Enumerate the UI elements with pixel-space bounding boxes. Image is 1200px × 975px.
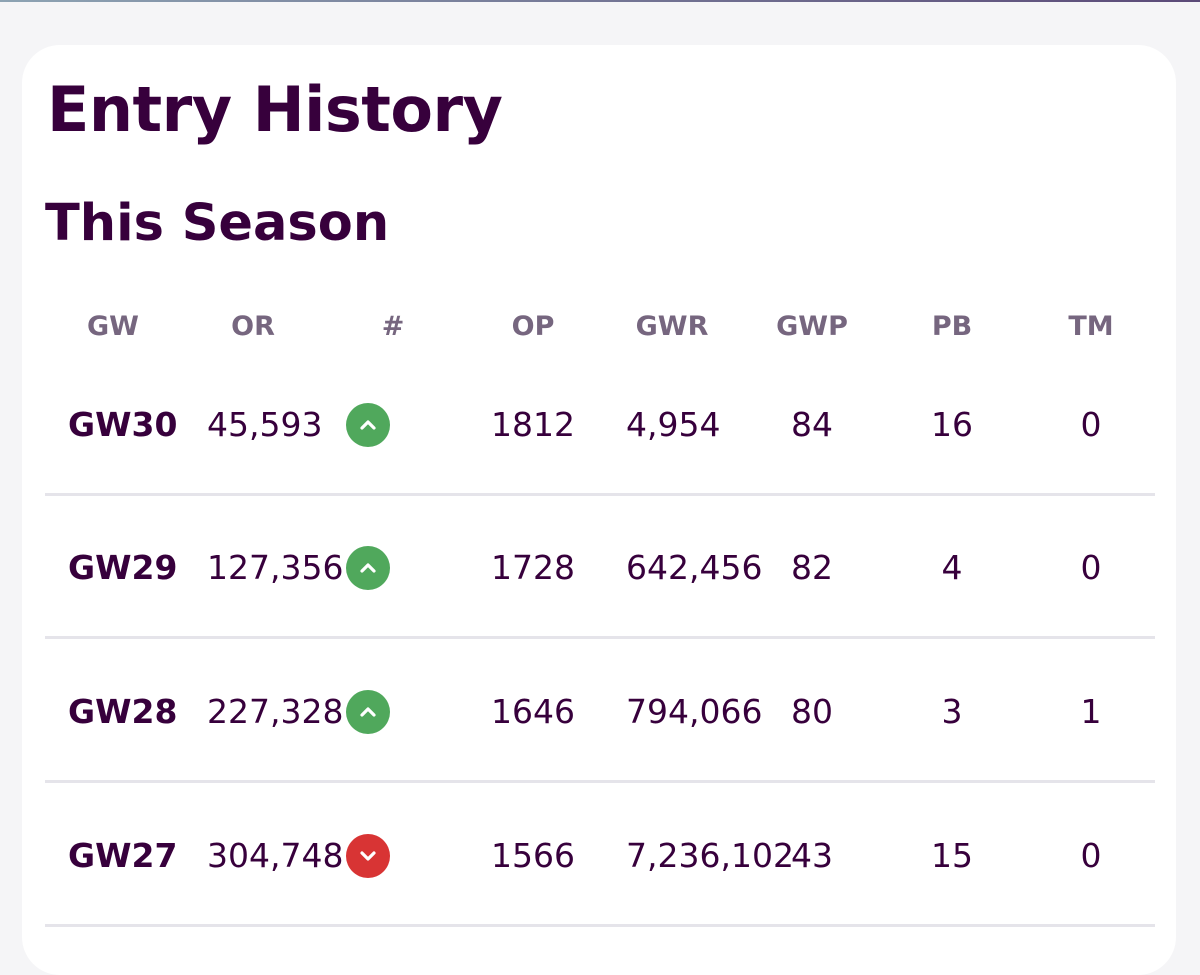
points-on-bench-cell: 16 xyxy=(931,405,973,444)
rank-up-icon xyxy=(346,403,390,447)
column-header-gwp: GWP xyxy=(776,311,848,342)
transfers-made-cell: 0 xyxy=(1080,405,1102,444)
section-title: This Season xyxy=(45,194,390,253)
transfers-made-cell: 0 xyxy=(1080,548,1102,587)
gameweek-cell: GW28 xyxy=(68,692,178,731)
column-header-tm: TM xyxy=(1068,311,1114,342)
overall-rank-cell: 127,356 xyxy=(207,548,344,587)
points-on-bench-cell: 15 xyxy=(931,836,973,875)
page-title: Entry History xyxy=(47,73,503,146)
gameweek-cell: GW27 xyxy=(68,836,178,875)
entry-history-card xyxy=(22,45,1176,975)
column-header-op: OP xyxy=(511,311,555,342)
overall-points-cell: 1646 xyxy=(491,692,575,731)
column-header-gw: GW xyxy=(87,311,139,342)
gameweek-rank-cell: 642,456 xyxy=(626,548,763,587)
table-row: GW27 304,748 1566 7,236,102 43 15 0 xyxy=(45,785,1155,927)
overall-rank-cell: 227,328 xyxy=(207,692,344,731)
top-border xyxy=(0,0,1200,2)
overall-rank-cell: 45,593 xyxy=(207,405,323,444)
rank-down-icon xyxy=(346,834,390,878)
gameweek-points-cell: 80 xyxy=(791,692,833,731)
gameweek-rank-cell: 7,236,102 xyxy=(626,836,794,875)
table-row: GW30 45,593 1812 4,954 84 16 0 xyxy=(45,354,1155,496)
points-on-bench-cell: 4 xyxy=(941,548,963,587)
column-header-or: OR xyxy=(231,311,275,342)
overall-points-cell: 1566 xyxy=(491,836,575,875)
table-row: GW29 127,356 1728 642,456 82 4 0 xyxy=(45,497,1155,639)
column-header-gwr: GWR xyxy=(635,311,709,342)
row-divider xyxy=(45,780,1155,783)
transfers-made-cell: 0 xyxy=(1080,836,1102,875)
gameweek-cell: GW29 xyxy=(68,548,178,587)
gameweek-points-cell: 82 xyxy=(791,548,833,587)
gameweek-rank-cell: 4,954 xyxy=(626,405,721,444)
rank-up-icon xyxy=(346,546,390,590)
table-row: GW28 227,328 1646 794,066 80 3 1 xyxy=(45,641,1155,783)
row-divider xyxy=(45,636,1155,639)
overall-points-cell: 1728 xyxy=(491,548,575,587)
gameweek-cell: GW30 xyxy=(68,405,178,444)
rank-up-icon xyxy=(346,690,390,734)
row-divider xyxy=(45,924,1155,927)
row-divider xyxy=(45,493,1155,496)
overall-points-cell: 1812 xyxy=(491,405,575,444)
gameweek-points-cell: 84 xyxy=(791,405,833,444)
column-header-movement: # xyxy=(381,311,405,342)
overall-rank-cell: 304,748 xyxy=(207,836,344,875)
gameweek-rank-cell: 794,066 xyxy=(626,692,763,731)
gameweek-points-cell: 43 xyxy=(791,836,833,875)
transfers-made-cell: 1 xyxy=(1080,692,1102,731)
points-on-bench-cell: 3 xyxy=(941,692,963,731)
column-header-pb: PB xyxy=(931,311,973,342)
